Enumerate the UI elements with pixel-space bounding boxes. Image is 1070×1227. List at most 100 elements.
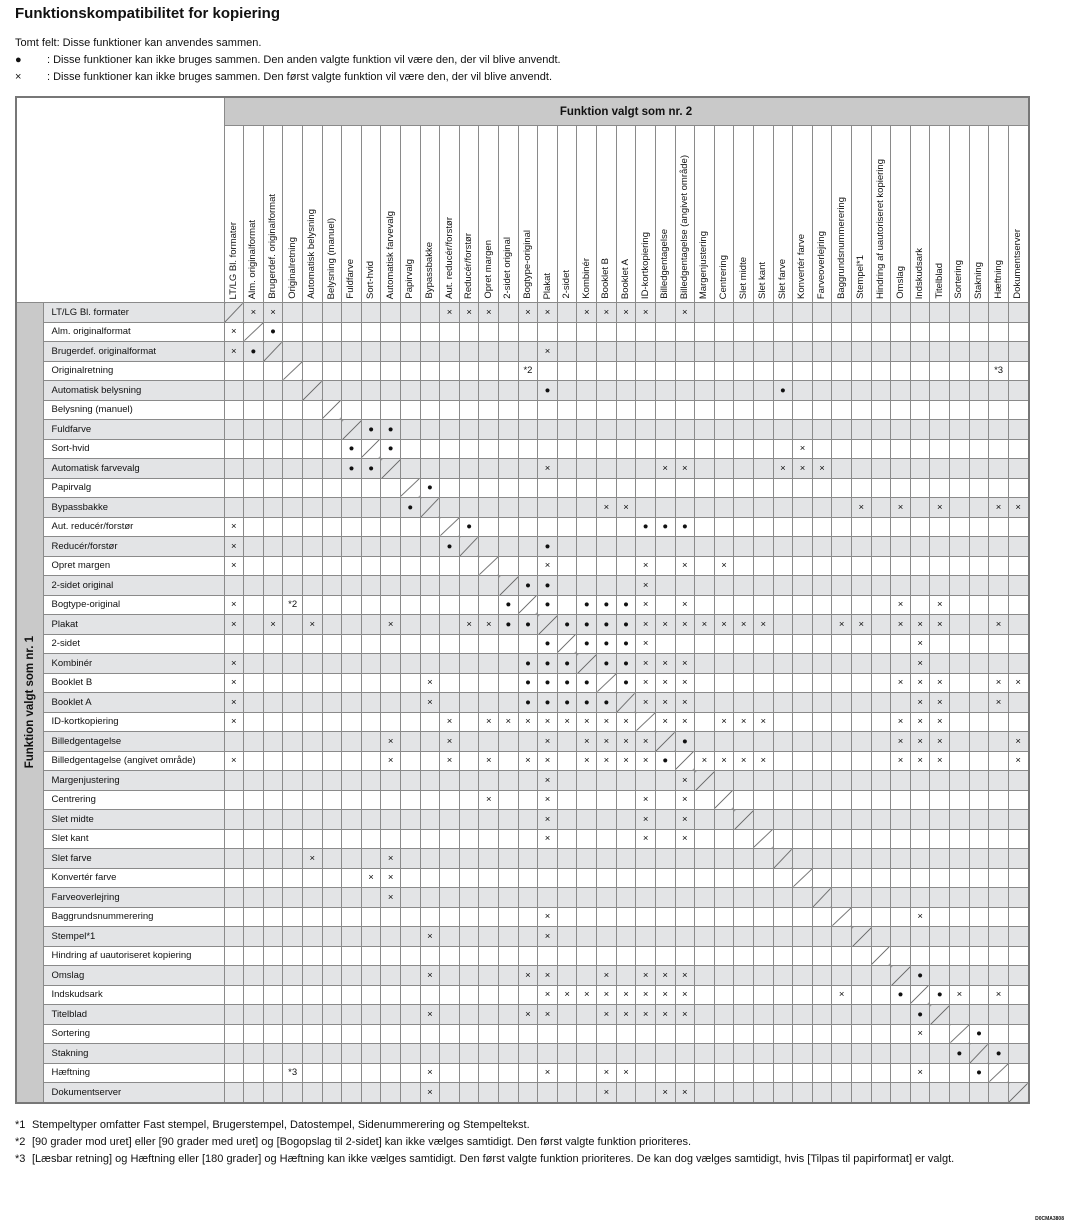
- empty-cell: [439, 887, 460, 908]
- empty-cell: [752, 360, 774, 381]
- empty-cell: [223, 809, 245, 830]
- empty-cell: [360, 926, 382, 947]
- empty-cell: [262, 887, 284, 908]
- empty-cell: [674, 926, 696, 947]
- cell-dot-icon: ●: [596, 692, 617, 713]
- empty-cell: [674, 497, 696, 518]
- footnote: *2 [90 grader mod uret] eller [90 grader …: [15, 1134, 1045, 1151]
- empty-cell: [811, 477, 833, 498]
- empty-cell: [458, 497, 480, 518]
- empty-cell: [988, 887, 1009, 908]
- cell-cross-icon: ×: [223, 711, 245, 732]
- cell-cross-icon: ×: [615, 1004, 637, 1025]
- empty-cell: [262, 653, 284, 674]
- empty-cell: [262, 945, 284, 966]
- empty-cell: [792, 711, 813, 732]
- cell-cross-icon: ×: [890, 731, 911, 752]
- empty-cell: [360, 399, 382, 420]
- empty-cell: [635, 341, 656, 362]
- empty-cell: [498, 848, 519, 869]
- empty-cell: [458, 809, 480, 830]
- empty-cell: [851, 438, 872, 459]
- empty-cell: [694, 867, 715, 888]
- empty-cell: [321, 711, 343, 732]
- empty-cell: [811, 497, 833, 518]
- empty-cell: [674, 1023, 696, 1044]
- cell-cross-icon: ×: [674, 672, 696, 693]
- empty-cell: [909, 302, 931, 323]
- row-label: Automatisk belysning: [42, 380, 225, 401]
- empty-cell: [772, 575, 794, 596]
- empty-cell: [282, 906, 303, 927]
- empty-cell: [1007, 360, 1030, 381]
- cell-cross-icon: ×: [517, 1004, 539, 1025]
- cell-cross-icon: ×: [654, 653, 676, 674]
- column-label: Automatisk farvevalg: [384, 210, 396, 299]
- table-row: Bypassbakke ● × × × × × × ×: [16, 497, 1030, 518]
- empty-cell: [694, 906, 715, 927]
- empty-cell: [909, 887, 931, 908]
- cell-cross-icon: ×: [596, 750, 617, 771]
- empty-cell: [243, 945, 264, 966]
- cell-cross-icon: ×: [654, 458, 676, 479]
- empty-cell: [1007, 399, 1030, 420]
- empty-cell: [713, 809, 735, 830]
- empty-cell: [851, 984, 872, 1005]
- empty-cell: [478, 692, 500, 713]
- empty-cell: [811, 633, 833, 654]
- empty-cell: [399, 633, 421, 654]
- empty-cell: [301, 575, 323, 596]
- empty-cell: [223, 848, 245, 869]
- empty-cell: [576, 458, 598, 479]
- empty-cell: [380, 497, 401, 518]
- empty-cell: [968, 731, 990, 752]
- empty-cell: [694, 1023, 715, 1044]
- empty-cell: [851, 945, 872, 966]
- empty-cell: [635, 458, 656, 479]
- empty-cell: [282, 984, 303, 1005]
- table-row: Funktion valgt som nr. 1 LT/LG Bl. format…: [15, 302, 1030, 1103]
- empty-cell: [870, 380, 892, 401]
- empty-cell: [929, 633, 951, 654]
- empty-cell: [988, 789, 1009, 810]
- empty-cell: [851, 770, 872, 791]
- cell-dot-icon: ●: [399, 497, 421, 518]
- cell-cross-icon: ×: [929, 692, 951, 713]
- empty-cell: [811, 848, 833, 869]
- column-header: Billedgentagelse: [654, 125, 676, 303]
- empty-cell: [498, 321, 519, 342]
- empty-cell: [890, 380, 911, 401]
- empty-cell: [1007, 536, 1030, 557]
- empty-cell: [243, 458, 264, 479]
- cell-cross-icon: ×: [419, 1004, 441, 1025]
- empty-cell: [576, 867, 598, 888]
- empty-cell: [831, 1082, 852, 1103]
- empty-cell: [792, 477, 813, 498]
- empty-cell: [654, 1043, 676, 1064]
- empty-cell: [243, 380, 264, 401]
- empty-cell: [851, 809, 872, 830]
- cell-cross-icon: ×: [576, 984, 598, 1005]
- table-row: Slet kant × × ×: [16, 828, 1030, 849]
- empty-cell: [909, 848, 931, 869]
- diagonal-cell: [870, 945, 892, 966]
- empty-cell: [949, 945, 970, 966]
- cell-cross-icon: ×: [654, 965, 676, 986]
- cell-dot-icon: ●: [929, 984, 951, 1005]
- empty-cell: [341, 906, 362, 927]
- empty-cell: [439, 380, 460, 401]
- empty-cell: [811, 1004, 833, 1025]
- cell-cross-icon: ×: [635, 575, 656, 596]
- empty-cell: [360, 516, 382, 537]
- column-header: Omslag: [890, 125, 911, 303]
- empty-cell: [870, 614, 892, 635]
- empty-cell: [360, 731, 382, 752]
- empty-cell: [360, 887, 382, 908]
- empty-cell: [1007, 692, 1030, 713]
- table-row: 2-sidet ● ● ● ● × ×: [16, 633, 1030, 654]
- empty-cell: [360, 1062, 382, 1083]
- column-header: Belysning (manuel): [321, 125, 343, 303]
- empty-cell: [478, 731, 500, 752]
- empty-cell: [458, 341, 480, 362]
- cell-cross-icon: ×: [537, 828, 558, 849]
